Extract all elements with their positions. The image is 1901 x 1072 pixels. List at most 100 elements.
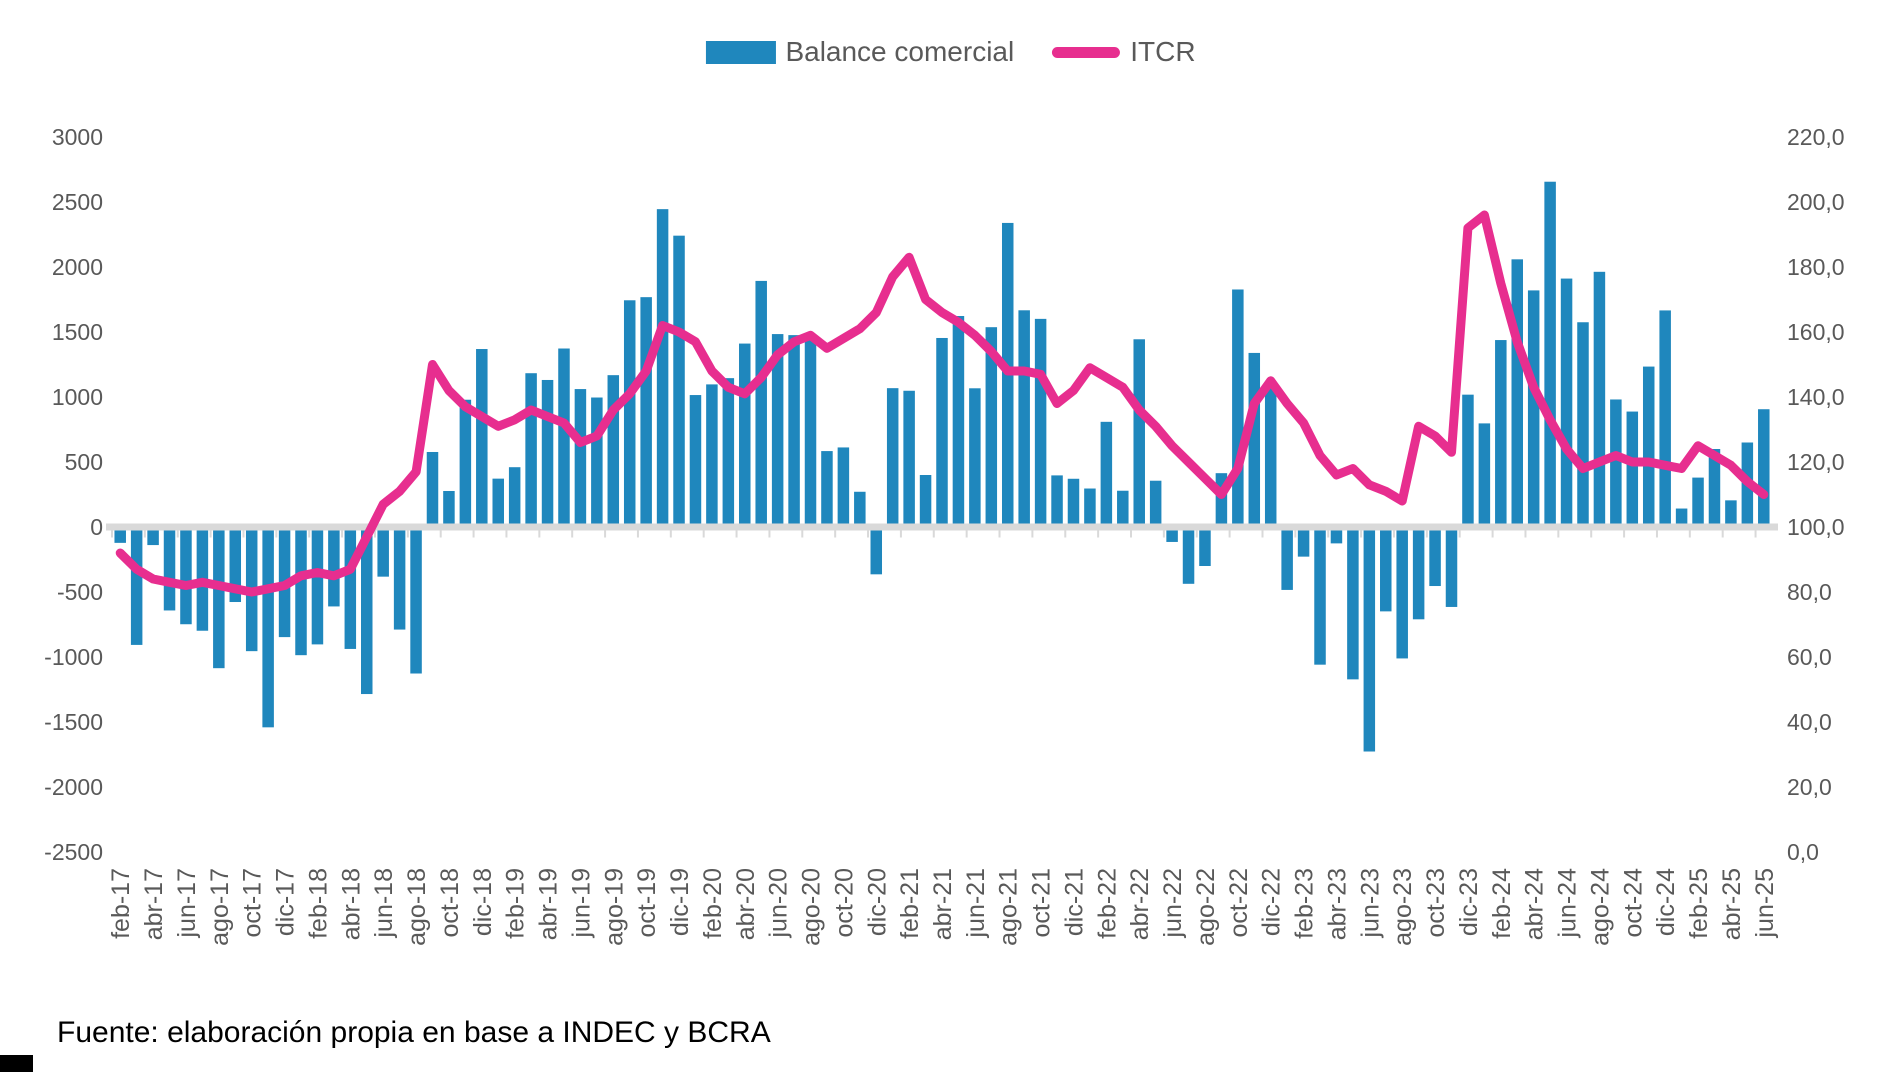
right-axis-tick-label: 180,0: [1787, 254, 1845, 280]
x-axis-tick: [439, 530, 442, 538]
x-axis-month-label: abr-22: [1126, 868, 1154, 940]
x-axis-tick: [1130, 530, 1133, 538]
x-axis-month-label: abr-25: [1718, 868, 1746, 940]
x-axis-tick: [275, 530, 278, 538]
x-axis-tick: [111, 530, 113, 538]
x-axis-month-label: dic-20: [863, 868, 891, 936]
balance-bar: [361, 527, 373, 695]
balance-bar: [607, 375, 620, 527]
x-axis-month-label: jun-19: [567, 868, 595, 939]
x-axis-month-label: oct-18: [436, 868, 464, 937]
x-axis-month-label: ago-24: [1586, 868, 1614, 946]
x-axis-tick: [1031, 530, 1034, 538]
right-axis-tick-label: 160,0: [1787, 319, 1845, 345]
balance-bar: [755, 280, 767, 527]
x-axis-tick: [1721, 530, 1724, 538]
x-axis-month-label: feb-23: [1291, 868, 1319, 939]
balance-bar: [985, 327, 998, 527]
x-axis-tick: [1557, 530, 1560, 538]
right-axis-tick-label: 80,0: [1787, 579, 1832, 605]
x-axis-tick: [768, 530, 771, 538]
left-axis-tick-label: 1000: [52, 384, 103, 410]
x-axis-month-label: jun-22: [1159, 868, 1187, 939]
x-axis-month-label: abr-24: [1521, 868, 1549, 940]
balance-bar: [180, 527, 192, 625]
x-axis-tick: [1425, 530, 1428, 538]
balance-bar: [1560, 278, 1573, 527]
x-axis-tick: [1754, 530, 1757, 538]
balance-bar: [1412, 527, 1425, 620]
balance-bar: [377, 527, 389, 577]
balance-bar: [1067, 478, 1080, 527]
x-axis-month-label: dic-24: [1652, 868, 1680, 936]
balance-bar: [1117, 490, 1129, 527]
x-axis-month-label: feb-18: [304, 868, 332, 939]
balance-bar: [821, 451, 833, 527]
x-axis-tick: [965, 530, 968, 538]
x-axis-month-label: ago-20: [798, 868, 826, 946]
balance-bar: [328, 527, 340, 607]
right-axis-tick-label: 0,0: [1787, 839, 1819, 865]
balance-bar: [969, 388, 981, 527]
x-axis-month-label: dic-21: [1060, 868, 1088, 936]
zero-axis-band: [106, 523, 1778, 531]
chart-legend: Balance comercial ITCR: [705, 36, 1196, 68]
balance-bar: [739, 343, 751, 527]
x-axis-tick: [1294, 530, 1297, 538]
x-axis-month-label: feb-17: [107, 868, 135, 939]
x-axis-month-label: oct-20: [830, 868, 858, 937]
x-axis-tick: [1228, 530, 1231, 538]
x-axis-tick: [1261, 530, 1264, 538]
x-axis-tick: [209, 530, 212, 538]
x-axis-month-label: ago-17: [206, 868, 234, 946]
balance-bar: [147, 527, 159, 546]
x-axis-month-label: jun-23: [1356, 868, 1384, 939]
x-axis-month-label: oct-17: [239, 868, 267, 937]
balance-bar: [1100, 421, 1113, 527]
right-axis-tick-label: 200,0: [1787, 189, 1845, 215]
x-axis-tick: [1195, 530, 1198, 538]
balance-bar: [591, 397, 603, 527]
balance-bar: [1725, 500, 1737, 527]
x-axis-tick: [1327, 530, 1330, 538]
x-axis-month-label: abr-20: [732, 868, 760, 940]
balance-bar: [1708, 449, 1721, 527]
balance-bar: [1593, 271, 1606, 527]
x-axis-tick: [702, 530, 705, 538]
balance-bar: [936, 337, 948, 527]
balance-bar: [623, 300, 636, 527]
balance-bar: [476, 349, 488, 527]
x-axis-tick: [308, 530, 311, 538]
balance-bar: [706, 384, 718, 527]
x-axis-tick: [1623, 530, 1626, 538]
balance-bar: [1133, 339, 1145, 527]
left-axis-tick-label: 3000: [52, 124, 103, 150]
balance-bar: [1527, 290, 1540, 527]
x-axis-tick: [1458, 530, 1461, 538]
balance-bar: [1149, 480, 1162, 527]
balance-bar: [1232, 289, 1244, 527]
page-corner-mark: [0, 1055, 33, 1072]
balance-bar: [656, 209, 669, 527]
x-axis-tick: [1392, 530, 1395, 538]
balance-bar: [525, 373, 537, 527]
balance-bar: [426, 451, 439, 527]
balance-bar: [870, 527, 883, 575]
balance-bar: [1297, 527, 1310, 557]
left-axis-tick-label: -2000: [44, 774, 103, 800]
balance-bar: [1264, 383, 1277, 527]
right-axis-tick-label: 40,0: [1787, 709, 1832, 735]
balance-bar: [1380, 527, 1392, 612]
balance-bar: [1034, 318, 1047, 527]
balance-bar: [393, 527, 406, 630]
balance-bar: [344, 527, 357, 649]
balance-bar: [1659, 310, 1671, 527]
x-axis-month-label: jun-17: [173, 868, 201, 939]
left-axis-tick-label: 500: [65, 449, 103, 475]
balance-bar: [262, 527, 274, 728]
x-axis-month-label: abr-18: [337, 868, 365, 940]
x-axis-month-label: ago-21: [995, 868, 1023, 946]
balance-bar: [1084, 488, 1096, 527]
balance-bar: [1642, 366, 1655, 527]
x-axis-tick: [1360, 530, 1363, 538]
